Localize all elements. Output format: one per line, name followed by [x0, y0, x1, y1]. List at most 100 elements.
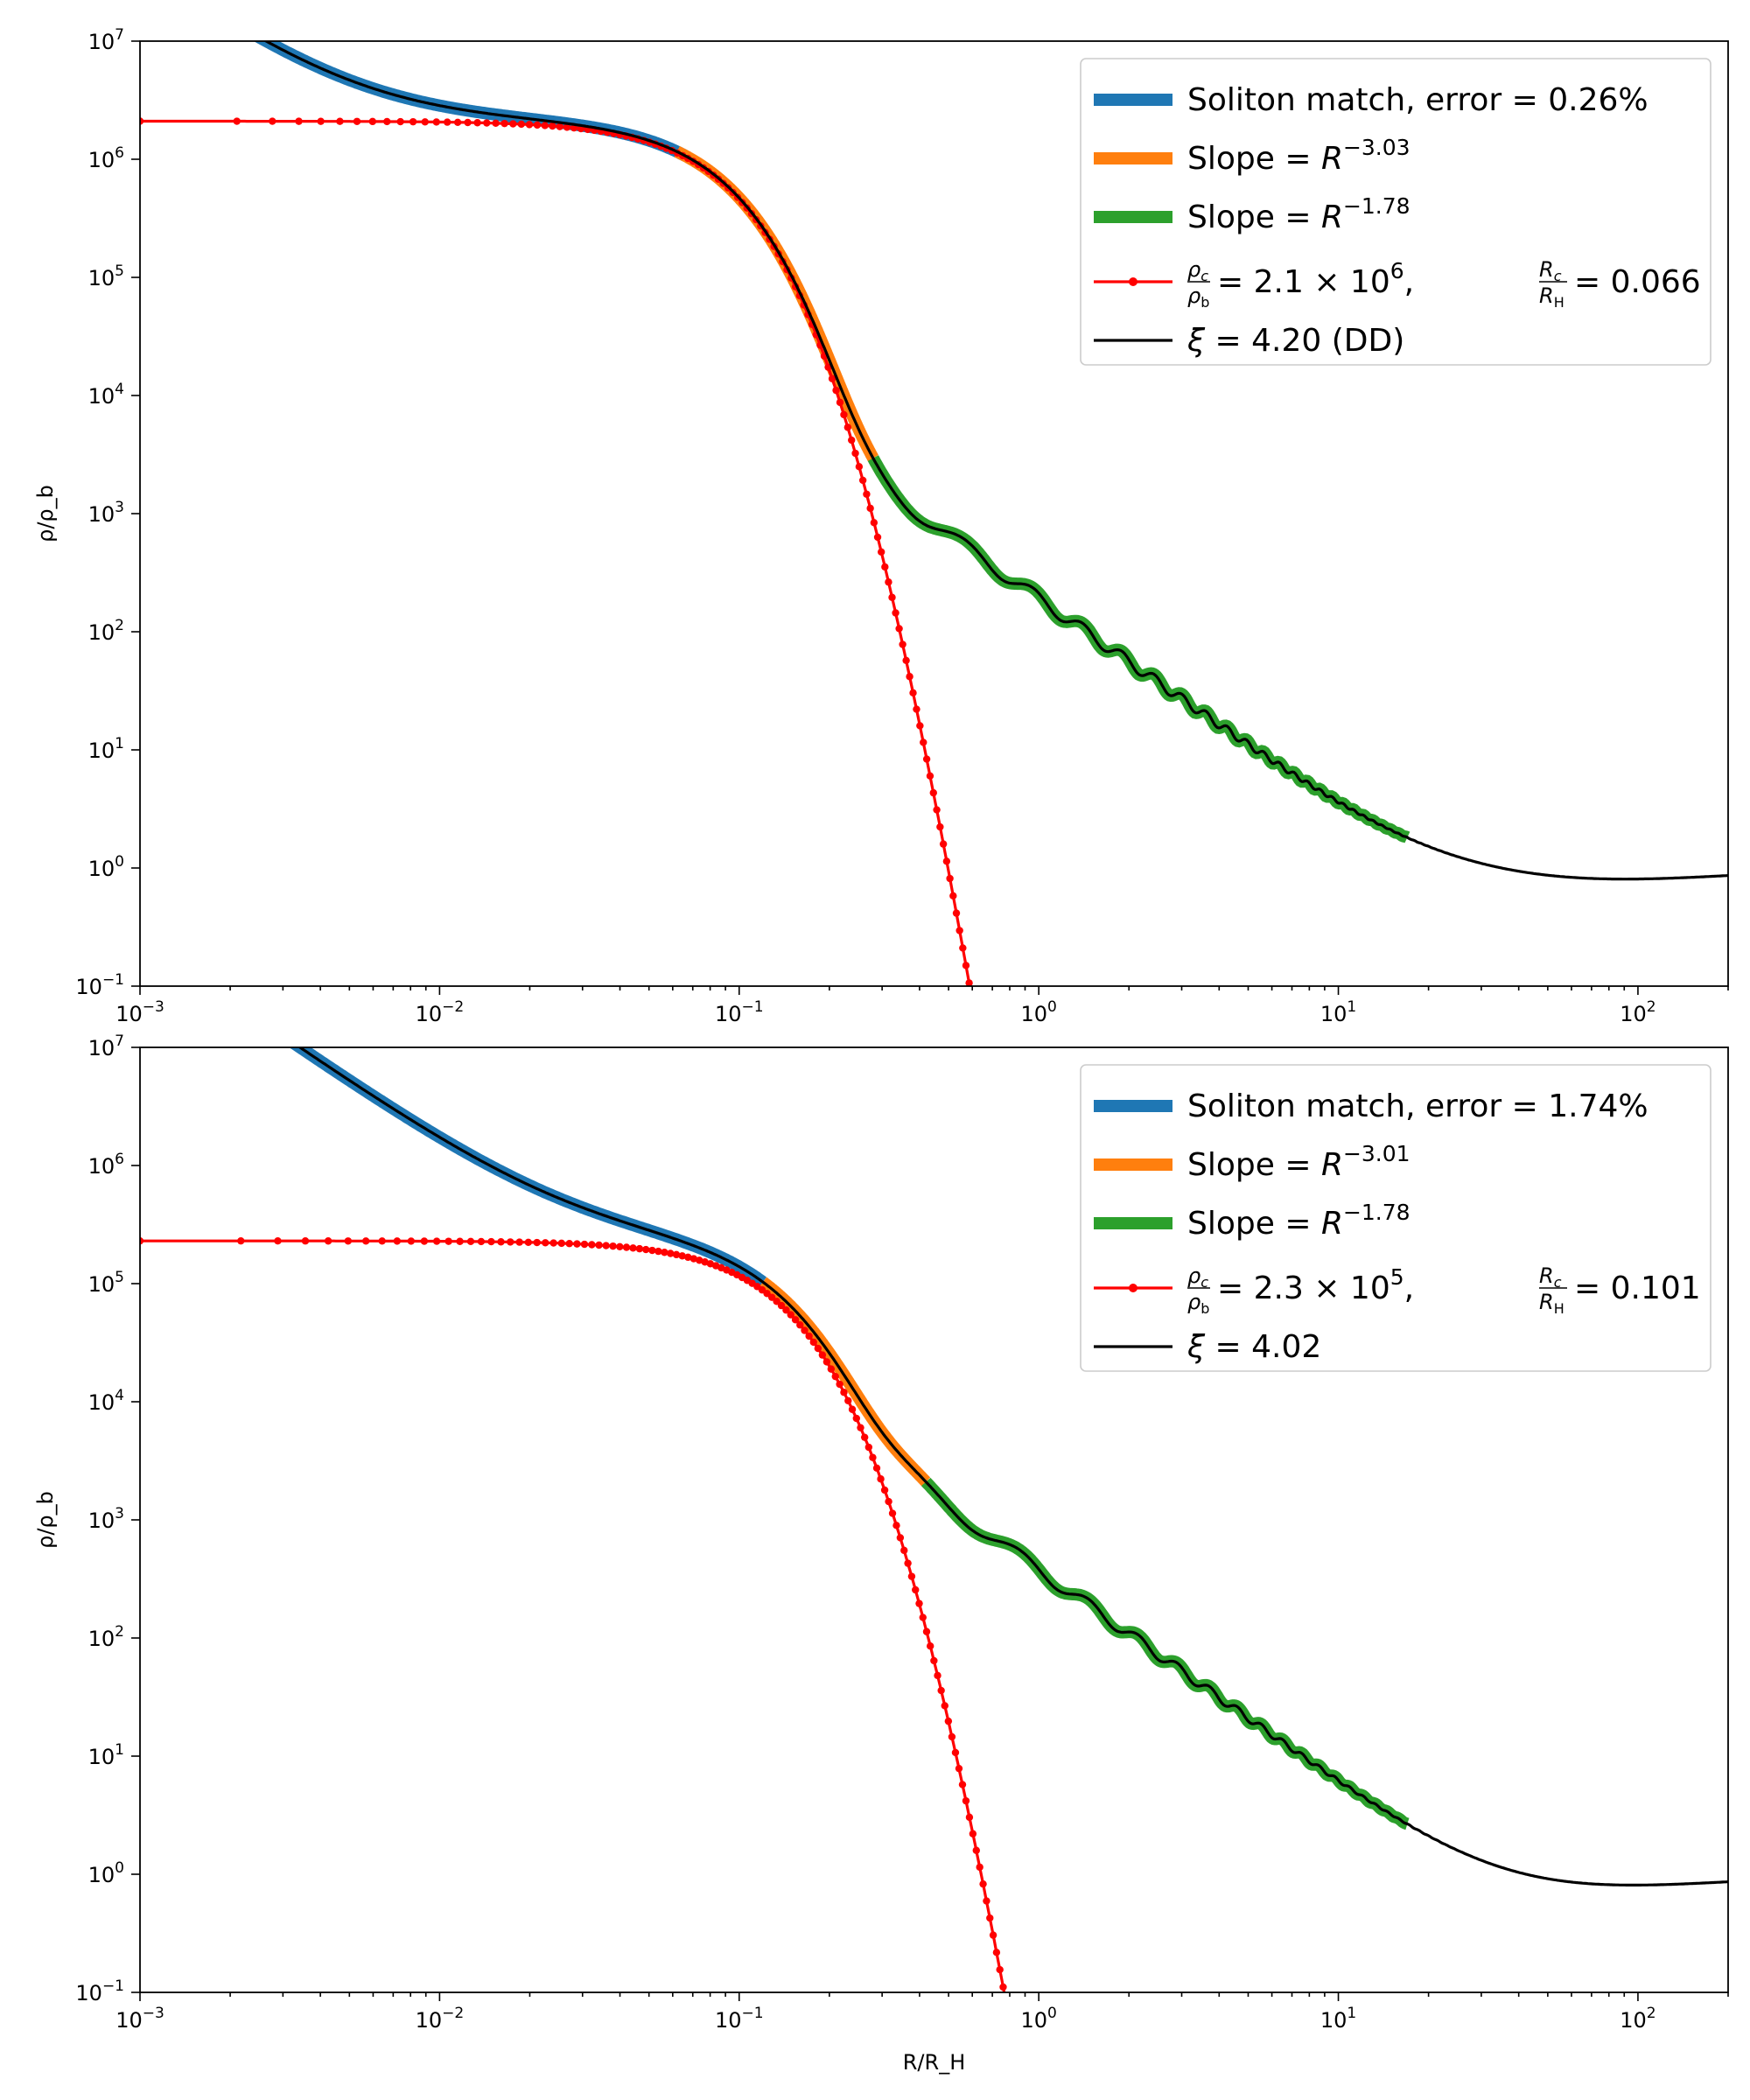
soliton-model-point	[899, 640, 906, 648]
soliton-model-point	[858, 476, 867, 485]
soliton-model-point	[831, 1372, 839, 1381]
plot-frame	[139, 1046, 1729, 1993]
soliton-model-point	[983, 1897, 990, 1905]
soliton-model-point	[641, 1245, 650, 1254]
soliton-model-point	[951, 1748, 960, 1757]
soliton-model-point	[609, 1242, 617, 1250]
soliton-model-point	[580, 1240, 589, 1249]
y-tick-label: 102	[88, 1623, 124, 1651]
chart-panel-2: 10−3 10−2 10−1 100 101 102 10−1 100 101 102 103 104…	[33, 1032, 1729, 2075]
soliton-model-point	[809, 1338, 817, 1347]
x-tick-label: 100	[1020, 2005, 1056, 2033]
soliton-model-point	[942, 858, 951, 865]
soliton-model-point	[877, 548, 886, 556]
soliton-model-point	[909, 689, 917, 697]
soliton-model-point	[629, 1244, 637, 1252]
soliton-model-point	[353, 117, 361, 125]
soliton-model-point	[464, 118, 472, 127]
soliton-model-point	[828, 374, 836, 382]
x-tick-label: 10−3	[116, 998, 164, 1026]
soliton-model-point	[237, 1236, 245, 1245]
soliton-model-point	[487, 1237, 495, 1246]
soliton-model-point	[421, 118, 429, 126]
density-profile-line	[262, 41, 1728, 881]
soliton-model-point	[822, 1358, 831, 1366]
soliton-model-point	[616, 1242, 624, 1250]
legend-entry-label: ξ = 4.20 (DD)	[1186, 323, 1404, 359]
soliton-model-point	[869, 1453, 877, 1461]
soliton-model-point	[550, 1239, 557, 1247]
soliton-model-point	[368, 117, 377, 126]
legend: Soliton match, error = 0.26% Slope = R−3.…	[1080, 58, 1712, 366]
soliton-model-point	[936, 822, 944, 831]
soliton-model-point	[782, 1306, 790, 1314]
soliton-model-markers	[140, 1236, 1007, 1992]
soliton-model-point	[635, 1244, 644, 1253]
soliton-model-point	[317, 117, 325, 125]
soliton-model-point	[934, 1671, 942, 1680]
legend-box	[1080, 58, 1712, 366]
soliton-model-point	[937, 1686, 945, 1695]
soliton-model-point	[881, 563, 889, 571]
soliton-model-point	[902, 656, 910, 665]
soliton-match-band	[289, 1047, 766, 1287]
soliton-model-point	[892, 609, 900, 617]
soliton-model-point	[533, 1238, 541, 1247]
legend-entry-label: = 2.1 × 106,	[1217, 258, 1414, 300]
soliton-model-point	[805, 1332, 813, 1340]
soliton-model-point	[140, 117, 144, 125]
soliton-model-point	[595, 1241, 603, 1250]
soliton-model-point	[946, 874, 954, 883]
soliton-model-point	[661, 1249, 668, 1256]
soliton-model-point	[895, 625, 903, 633]
soliton-model-point	[848, 1405, 857, 1413]
soliton-model-point	[556, 122, 564, 130]
y-tick-label: 107	[88, 26, 124, 54]
soliton-model-point	[885, 578, 892, 586]
soliton-model-point	[933, 806, 941, 814]
legend-box	[1080, 1064, 1712, 1372]
soliton-model-point	[648, 1246, 656, 1255]
soliton-model-point	[533, 121, 542, 130]
y-tick-label: 103	[88, 1505, 124, 1533]
soliton-model-point	[930, 1656, 938, 1665]
soliton-model-point	[922, 755, 931, 763]
soliton-model-point	[500, 119, 508, 128]
soliton-model-point	[801, 1326, 808, 1334]
soliton-model-point	[877, 1475, 885, 1483]
legend-frac-num: Rc	[1539, 257, 1562, 284]
x-tick-label: 10−1	[715, 998, 764, 1026]
soliton-model-point	[444, 1237, 452, 1245]
soliton-model-point	[361, 1237, 370, 1245]
soliton-model-point	[524, 1238, 533, 1247]
soliton-model-point	[274, 1237, 282, 1245]
outer-slope-band	[920, 1477, 1410, 1830]
legend-entry-label: Slope = R−1.78	[1187, 1200, 1410, 1242]
legend-frac-num: ρc	[1187, 1264, 1208, 1291]
soliton-model-point	[922, 1628, 931, 1635]
y-tick-label: 101	[88, 735, 124, 763]
soliton-model-point	[573, 1240, 581, 1248]
soliton-model-point	[941, 1702, 948, 1710]
soliton-model-point	[393, 1237, 402, 1245]
soliton-model-point	[857, 1424, 864, 1432]
soliton-model-point	[324, 1237, 332, 1245]
soliton-model-point	[492, 119, 500, 128]
soliton-model-point	[773, 1298, 780, 1306]
soliton-model-point	[541, 122, 549, 130]
soliton-model-point	[952, 909, 961, 917]
legend-entry-label: Slope = R−1.78	[1187, 193, 1410, 235]
soliton-model-point	[473, 119, 481, 127]
soliton-model-point	[525, 121, 534, 129]
soliton-model-point	[880, 1486, 889, 1494]
legend-entry-label: Soliton match, error = 1.74%	[1187, 1088, 1648, 1124]
soliton-model-point	[344, 1237, 353, 1245]
outer-slope-band	[867, 455, 1410, 844]
legend-marker	[1129, 1284, 1138, 1292]
soliton-model-point	[678, 1252, 686, 1260]
soliton-model-point	[836, 398, 844, 407]
y-tick-label: 104	[88, 381, 124, 409]
soliton-model-point	[992, 1949, 1001, 1956]
soliton-model-point	[453, 118, 462, 126]
legend-entry-label: = 2.3 × 105,	[1217, 1264, 1414, 1306]
